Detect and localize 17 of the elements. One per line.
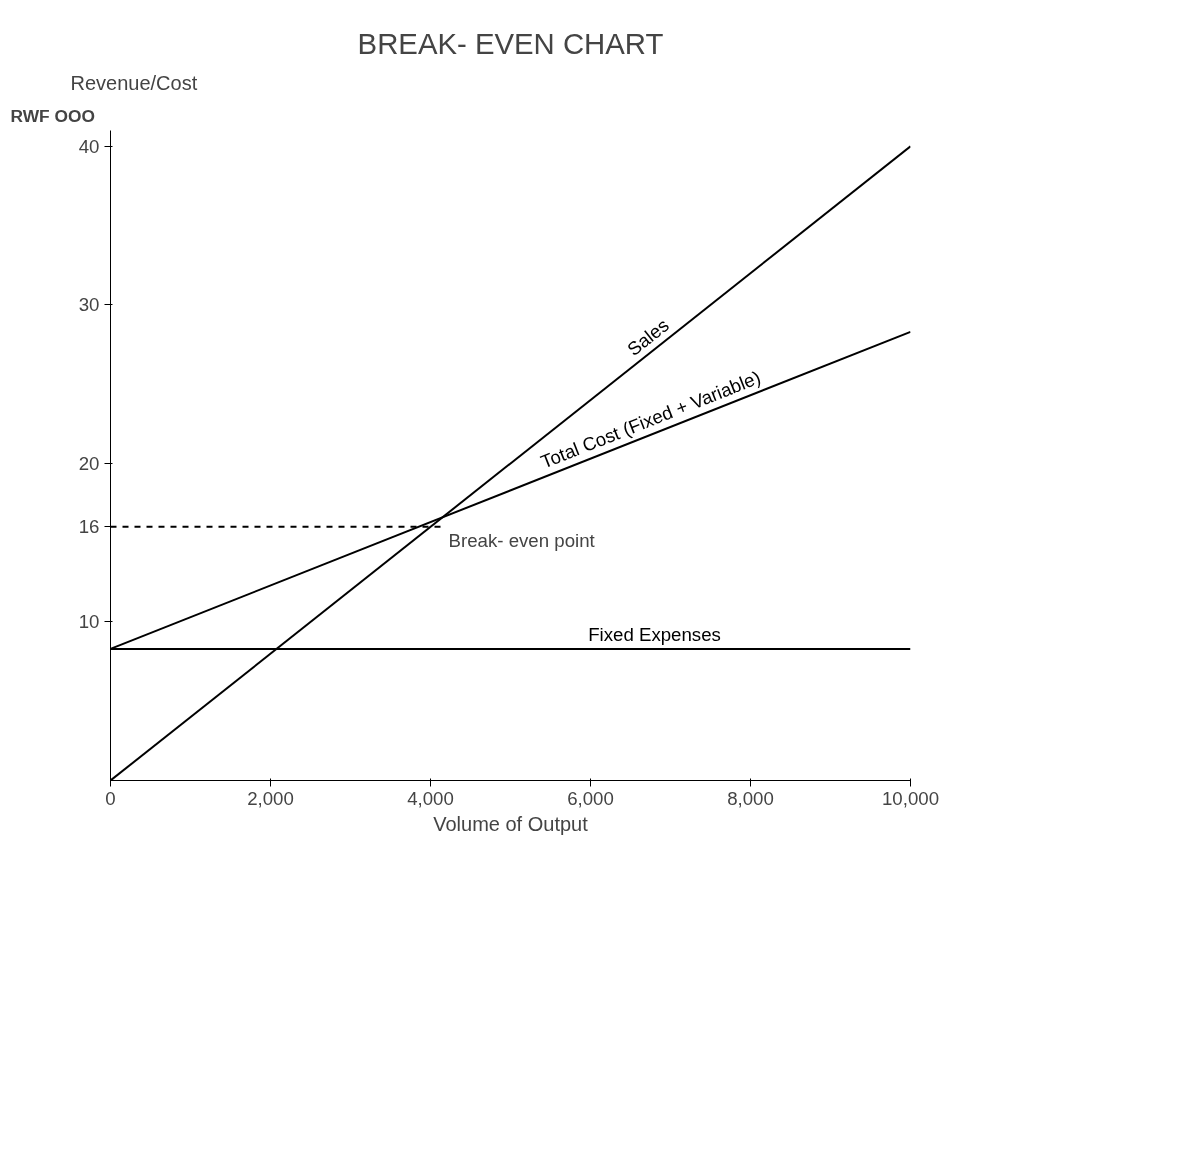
annotation: Break- even point	[448, 529, 596, 551]
y-tick-label: 20	[78, 452, 100, 474]
y-tick-label: 40	[78, 135, 100, 157]
y-tick-label: 30	[78, 294, 100, 316]
chart-title: BREAK- EVEN CHART	[357, 26, 664, 60]
x-tick-label: 2,000	[247, 787, 294, 809]
x-tick-label: 0	[105, 787, 116, 809]
x-tick-label: 10,000	[881, 787, 940, 809]
x-tick-label: 6,000	[567, 787, 614, 809]
series-label: Fixed Expenses	[588, 623, 721, 645]
x-tick-label: 8,000	[727, 787, 774, 809]
y-tick-label: 16	[78, 516, 100, 538]
y-tick-label: 10	[78, 611, 100, 633]
text: RWF OOO	[10, 105, 95, 126]
x-tick-label: 4,000	[407, 787, 454, 809]
x-axis-title: Volume of Output	[433, 812, 589, 835]
y-axis-title: Revenue/Cost	[70, 71, 198, 94]
